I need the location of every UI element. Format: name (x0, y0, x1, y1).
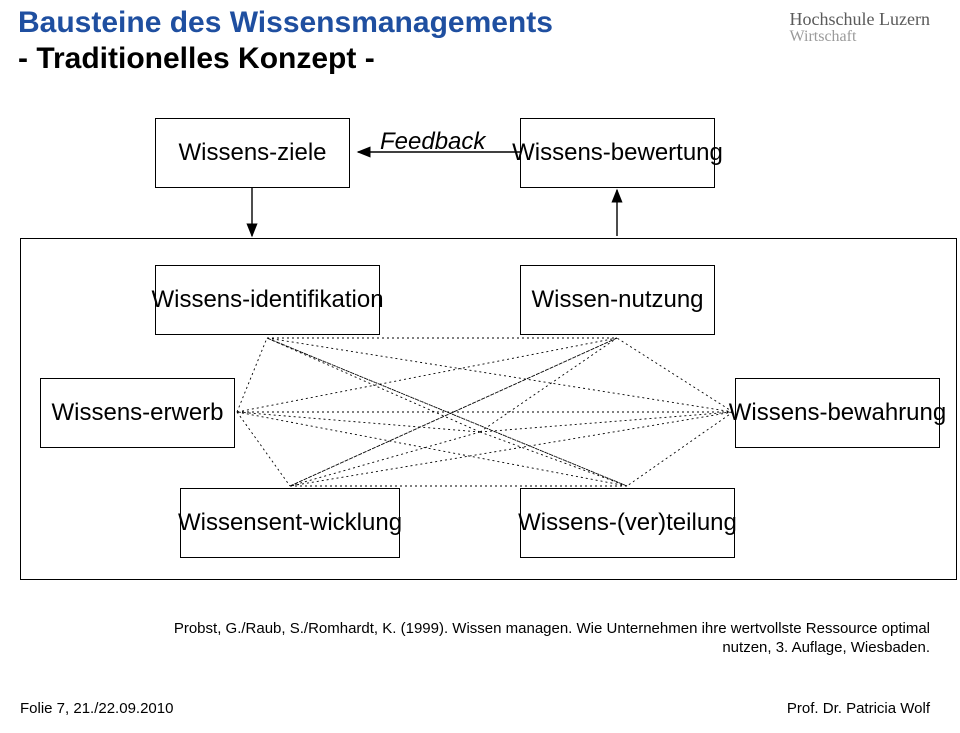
box-wissenserwerb: Wissens-erwerb (40, 378, 235, 448)
title-line-2: - Traditionelles Konzept - (18, 42, 375, 76)
box-wissensidentifikation: Wissens-identifikation (155, 265, 380, 335)
logo-sub: Wirtschaft (790, 29, 930, 46)
box-wissennutzung: Wissen-nutzung (520, 265, 715, 335)
logo: Hochschule Luzern Wirtschaft (790, 10, 930, 46)
citation-line-2: nutzen, 3. Auflage, Wiesbaden. (174, 639, 930, 658)
box-wissensbewahrung: Wissens-bewahrung (735, 378, 940, 448)
box-wissensziele: Wissens-ziele (155, 118, 350, 188)
citation: Probst, G./Raub, S./Romhardt, K. (1999).… (174, 620, 930, 658)
feedback-label: Feedback (380, 128, 485, 156)
box-wissensentwicklung: Wissensent-wicklung (180, 488, 400, 558)
box-wissensverteilung: Wissens-(ver)teilung (520, 488, 735, 558)
box-wissensbewertung: Wissens-bewertung (520, 118, 715, 188)
footer-right: Prof. Dr. Patricia Wolf (787, 700, 930, 717)
title-line-1: Bausteine des Wissensmanagements (18, 6, 553, 41)
slide: Bausteine des Wissensmanagements - Tradi… (0, 0, 960, 733)
logo-main: Hochschule Luzern (790, 10, 930, 29)
citation-line-1: Probst, G./Raub, S./Romhardt, K. (1999).… (174, 620, 930, 639)
footer-left: Folie 7, 21./22.09.2010 (20, 700, 173, 717)
